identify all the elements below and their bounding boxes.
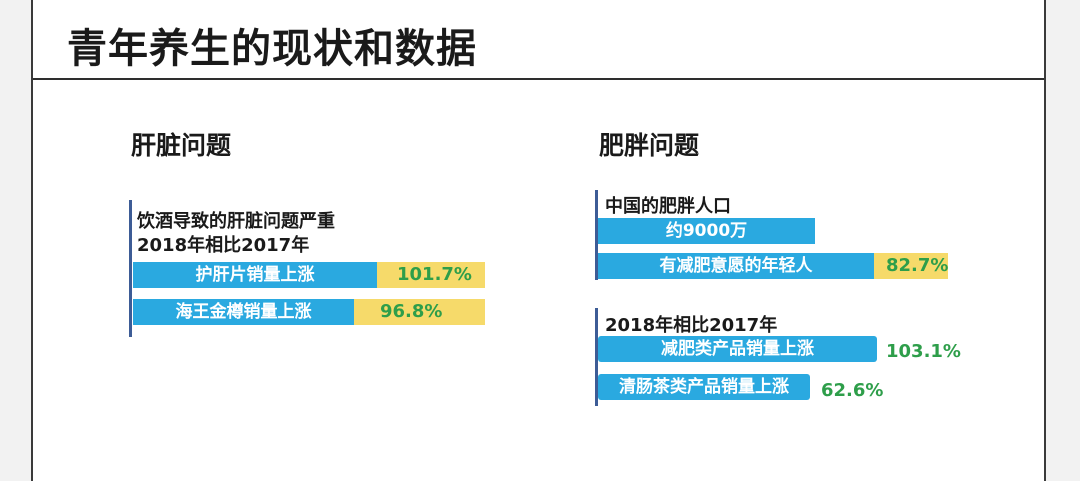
obesity-bar-1-value: 103.1% [886,341,961,362]
liver-divider [129,200,132,337]
liver-bar-2-value: 96.8% [354,299,485,325]
obesity-section-heading: 肥胖问题 [599,131,700,160]
title-bar: 青年养生的现状和数据 [33,0,1044,80]
obesity-bar-2: 清肠茶类产品销量上涨 [598,374,810,400]
liver-bar-1-value: 101.7% [377,262,485,288]
obesity-young-value: 82.7% [874,253,948,279]
liver-bar-2: 海王金樽销量上涨 [133,299,354,325]
obesity-young-bar: 有减肥意愿的年轻人 [598,253,874,279]
liver-section-heading: 肝脏问题 [131,131,232,160]
liver-bar-1: 护肝片销量上涨 [133,262,377,288]
page-title: 青年养生的现状和数据 [67,26,477,72]
liver-line-1: 饮酒导致的肝脏问题严重 [137,211,335,232]
obesity-divider-2 [595,308,598,406]
obesity-compare-label: 2018年相比2017年 [605,315,778,336]
slide: 青年养生的现状和数据 肝脏问题 饮酒导致的肝脏问题严重 2018年相比2017年… [31,0,1046,481]
obesity-bar-2-value: 62.6% [821,380,884,401]
liver-line-2: 2018年相比2017年 [137,235,310,256]
obesity-population-label: 中国的肥胖人口 [605,196,731,217]
obesity-bar-1: 减肥类产品销量上涨 [598,336,877,362]
obesity-divider-1 [595,190,598,280]
obesity-population-bar: 约9000万 [598,218,815,244]
